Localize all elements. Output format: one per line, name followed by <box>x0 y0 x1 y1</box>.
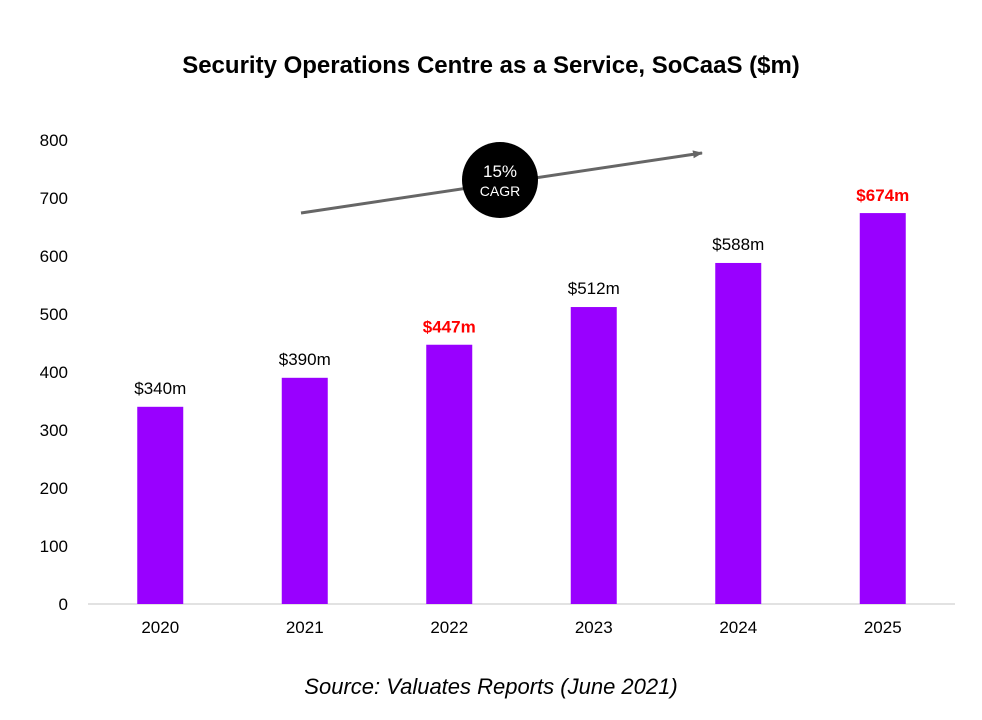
y-tick-label: 300 <box>40 421 68 440</box>
chart-title: Security Operations Centre as a Service,… <box>182 52 800 79</box>
y-tick-label: 400 <box>40 363 68 382</box>
bar <box>137 406 184 604</box>
bar <box>426 344 473 604</box>
bar <box>281 377 328 604</box>
data-label: $340m <box>134 379 186 398</box>
data-label: $447m <box>423 318 476 337</box>
y-tick-label: 200 <box>40 479 68 498</box>
bar <box>570 307 617 604</box>
x-tick-label: 2022 <box>430 618 468 637</box>
x-tick-label: 2024 <box>719 618 757 637</box>
bar <box>859 213 906 604</box>
y-tick-label: 600 <box>40 247 68 266</box>
cagr-value: 15% <box>483 162 517 181</box>
y-tick-label: 700 <box>40 189 68 208</box>
y-tick-label: 500 <box>40 305 68 324</box>
y-tick-label: 100 <box>40 537 68 556</box>
x-tick-label: 2020 <box>141 618 179 637</box>
x-tick-label: 2025 <box>864 618 902 637</box>
data-label: $674m <box>856 186 909 205</box>
bar <box>715 262 762 604</box>
data-label: $512m <box>568 279 620 298</box>
cagr-label: CAGR <box>480 183 520 199</box>
cagr-badge <box>462 142 538 218</box>
x-tick-label: 2023 <box>575 618 613 637</box>
y-tick-label: 0 <box>59 595 68 614</box>
data-label: $588m <box>712 235 764 254</box>
y-tick-label: 800 <box>40 131 68 150</box>
x-tick-label: 2021 <box>286 618 324 637</box>
chart-source: Source: Valuates Reports (June 2021) <box>304 674 678 699</box>
data-label: $390m <box>279 350 331 369</box>
